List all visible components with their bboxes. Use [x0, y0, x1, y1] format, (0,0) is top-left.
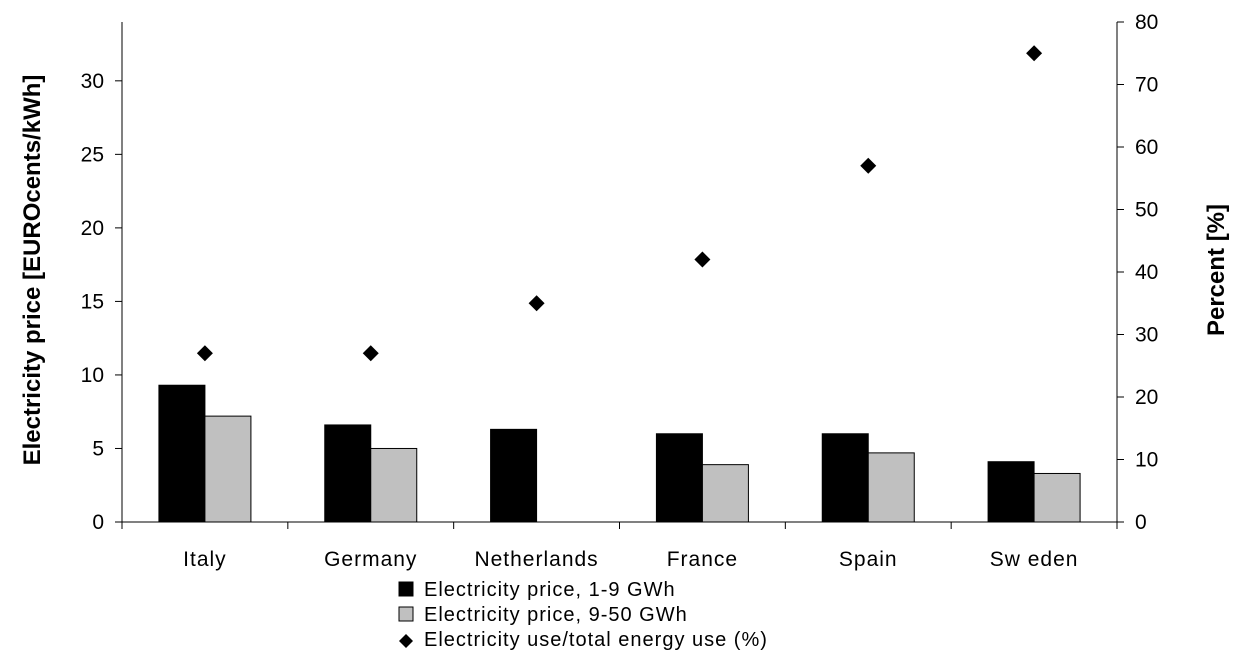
marker-electricity-use	[528, 295, 545, 312]
bar-price-1-9	[821, 433, 869, 523]
bar-price-1-9	[490, 428, 538, 523]
x-tick-label: Germany	[324, 548, 417, 571]
y2-axis-title: Percent [%]	[1203, 204, 1230, 336]
y2-tick-label: 20	[1135, 386, 1158, 409]
legend-swatch-price-1-9	[398, 581, 414, 597]
bar-price-9-50	[867, 452, 915, 523]
y-tick-label: 25	[81, 143, 104, 166]
x-tick-label: Spain	[839, 548, 898, 571]
legend-label-electricity-use: Electricity use/total energy use (%)	[424, 629, 768, 651]
y2-tick-label: 80	[1135, 11, 1158, 34]
chart-markers	[196, 45, 1043, 362]
marker-electricity-use	[196, 345, 213, 362]
chart-labels: 0 5 10 15 20 25 30 0 10 20 30 40 50 60 70 80 Italy German…	[81, 11, 1159, 571]
marker-electricity-use	[362, 345, 379, 362]
bar-price-1-9	[987, 461, 1035, 523]
marker-electricity-use	[694, 251, 711, 268]
bar-price-1-9	[158, 384, 206, 523]
y2-tick-label: 60	[1135, 136, 1158, 159]
bar-price-9-50	[1033, 472, 1081, 523]
x-tick-label: Sw eden	[990, 548, 1079, 571]
y-tick-label: 30	[81, 70, 104, 93]
bar-price-1-9	[324, 424, 372, 523]
chart-axes	[115, 21, 1124, 529]
bar-price-1-9	[655, 433, 703, 523]
y2-tick-label: 50	[1135, 199, 1158, 222]
legend-swatch-price-9-50	[398, 606, 414, 622]
legend-diamond-icon	[399, 634, 413, 648]
legend: Electricity price, 1-9 GWh Electricity p…	[398, 579, 768, 651]
y-tick-label: 0	[92, 511, 104, 534]
y-tick-label: 15	[81, 290, 104, 313]
legend-label-price-1-9: Electricity price, 1-9 GWh	[424, 579, 676, 601]
y-tick-label: 10	[81, 364, 104, 387]
marker-electricity-use	[860, 157, 877, 174]
marker-electricity-use	[1026, 45, 1043, 62]
bar-price-9-50	[701, 464, 749, 523]
chart-bars	[158, 384, 1081, 523]
legend-label-price-9-50: Electricity price, 9-50 GWh	[424, 604, 688, 626]
bar-price-9-50	[204, 415, 252, 523]
y2-tick-label: 70	[1135, 74, 1158, 97]
y2-tick-label: 0	[1135, 511, 1147, 534]
y-tick-label: 20	[81, 217, 104, 240]
bar-price-9-50	[370, 447, 418, 523]
x-tick-label: France	[667, 548, 738, 571]
y2-tick-label: 10	[1135, 449, 1158, 472]
x-tick-label: Italy	[183, 548, 227, 571]
y-tick-label: 5	[92, 437, 104, 460]
y2-tick-label: 40	[1135, 261, 1158, 284]
y2-tick-label: 30	[1135, 324, 1158, 347]
y-axis-title: Electricity price [EUROcents/kWh]	[19, 75, 46, 466]
x-tick-label: Netherlands	[474, 548, 598, 571]
